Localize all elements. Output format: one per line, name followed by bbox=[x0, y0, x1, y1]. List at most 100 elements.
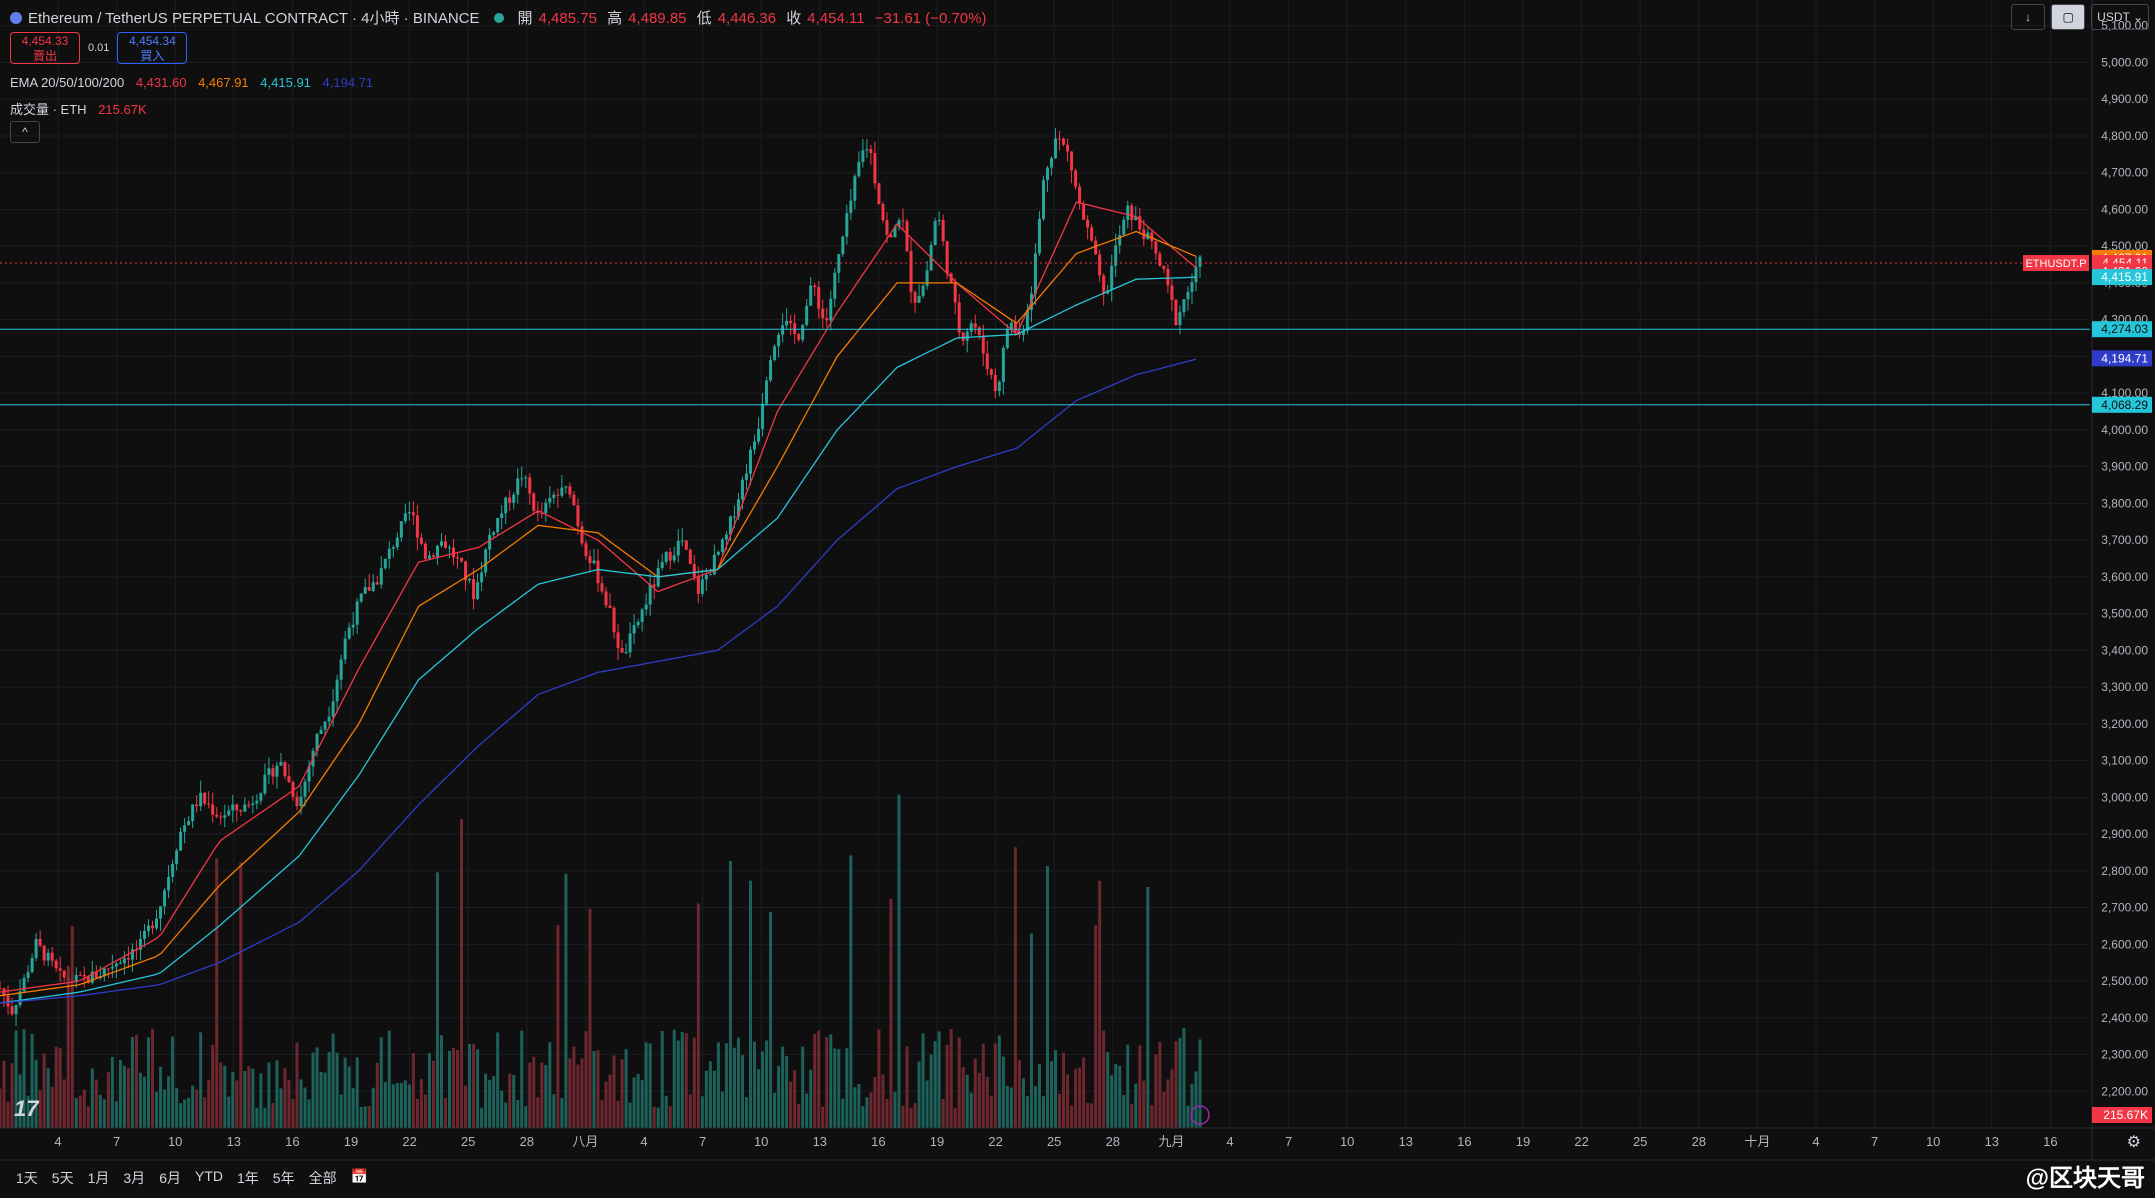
tf-1m[interactable]: 1月 bbox=[87, 1170, 110, 1186]
volume-legend[interactable]: 成交量 · ETH 215.67K bbox=[10, 102, 147, 117]
volume-bar bbox=[933, 1041, 937, 1128]
time-tick-label: 22 bbox=[988, 1134, 1002, 1149]
candle-body bbox=[211, 804, 215, 815]
sell-button[interactable]: 4,454.33 賣出 bbox=[10, 32, 80, 64]
candle-body bbox=[283, 762, 287, 777]
volume-bar bbox=[620, 1059, 624, 1128]
screenshot-icon[interactable]: ▢ bbox=[2051, 4, 2086, 30]
volume-bar bbox=[785, 1056, 789, 1128]
candle-body bbox=[740, 479, 744, 500]
volume-bar bbox=[203, 1097, 207, 1128]
candle-body bbox=[1045, 167, 1049, 181]
volume-bar bbox=[672, 1029, 676, 1128]
volume-bar bbox=[740, 1055, 744, 1128]
price-tag bbox=[2092, 269, 2152, 286]
arrow-down-icon[interactable]: ↓ bbox=[2011, 4, 2046, 30]
candle-body bbox=[917, 295, 921, 303]
volume-bar bbox=[323, 1072, 327, 1128]
candle-body bbox=[1194, 266, 1198, 283]
candle-body bbox=[628, 633, 632, 653]
tf-ytd[interactable]: YTD bbox=[194, 1168, 223, 1184]
volume-bar bbox=[973, 1058, 977, 1128]
candle-body bbox=[708, 574, 712, 576]
volume-bar bbox=[155, 1091, 159, 1128]
volume-bar bbox=[215, 858, 219, 1128]
volume-bar bbox=[299, 1079, 303, 1128]
volume-bar bbox=[187, 1097, 191, 1128]
volume-bar bbox=[58, 1048, 62, 1128]
symbol-tag bbox=[2023, 255, 2089, 272]
volume-bar bbox=[484, 1073, 488, 1128]
volume-bar bbox=[1178, 1038, 1182, 1128]
volume-bar bbox=[993, 1043, 997, 1128]
tf-1y[interactable]: 1年 bbox=[236, 1170, 259, 1186]
volume-bar bbox=[652, 1106, 656, 1128]
candle-body bbox=[564, 486, 568, 488]
tf-6m[interactable]: 6月 bbox=[159, 1170, 181, 1186]
tf-3m[interactable]: 3月 bbox=[123, 1170, 146, 1186]
symbol-title[interactable]: Ethereum / TetherUS PERPETUAL CONTRACT ·… bbox=[28, 10, 480, 27]
volume-bar bbox=[1186, 1105, 1190, 1128]
candle-body bbox=[126, 958, 130, 960]
volume-bar bbox=[118, 1059, 122, 1128]
volume-bar bbox=[753, 1041, 757, 1128]
tf-5y[interactable]: 5年 bbox=[272, 1170, 295, 1186]
candle-body bbox=[769, 359, 773, 381]
level-price-tag bbox=[2092, 321, 2152, 338]
time-tick-label: 4 bbox=[54, 1134, 61, 1149]
volume-bar bbox=[881, 1074, 885, 1128]
candle-body bbox=[391, 547, 395, 549]
volume-bar bbox=[576, 1064, 580, 1128]
volume-bar bbox=[829, 1034, 833, 1128]
time-tick-label: 19 bbox=[344, 1134, 358, 1149]
volume-bar bbox=[1142, 1080, 1146, 1128]
candle-body bbox=[335, 679, 339, 702]
candle-body bbox=[897, 220, 901, 227]
volume-bar bbox=[472, 1043, 476, 1128]
candle-body bbox=[255, 800, 259, 804]
volume-bar bbox=[624, 1049, 628, 1128]
volume-bar bbox=[54, 1046, 58, 1128]
candle-body bbox=[1190, 282, 1194, 292]
ema-legend[interactable]: EMA 20/50/100/200 4,431.60 4,467.91 4,41… bbox=[10, 75, 374, 90]
volume-bar bbox=[692, 1037, 696, 1128]
candle-body bbox=[199, 792, 203, 807]
candle-body bbox=[407, 512, 411, 514]
candle-body bbox=[1074, 170, 1078, 187]
volume-bar bbox=[46, 1068, 50, 1128]
candle-body bbox=[307, 766, 311, 782]
volume-bar bbox=[1106, 1052, 1110, 1128]
volume-bar bbox=[821, 1106, 825, 1128]
candle-body bbox=[431, 555, 435, 557]
candle-body bbox=[580, 526, 584, 544]
volume-bar bbox=[1126, 1044, 1130, 1128]
currency-select[interactable]: USDT ⌄ bbox=[2091, 4, 2149, 30]
candle-body bbox=[680, 540, 684, 542]
volume-bar bbox=[1150, 1105, 1154, 1128]
candle-body bbox=[1130, 205, 1134, 221]
price-axis bbox=[2092, 0, 2155, 1160]
candle-body bbox=[504, 497, 508, 514]
candle-body bbox=[536, 510, 540, 513]
candle-body bbox=[584, 543, 588, 557]
tf-5d[interactable]: 5天 bbox=[51, 1170, 74, 1186]
candle-body bbox=[636, 621, 640, 626]
volume-bar bbox=[18, 1074, 22, 1128]
volume-bar bbox=[600, 1099, 604, 1128]
candle-body bbox=[624, 652, 628, 654]
candle-body bbox=[925, 270, 929, 286]
volume-bar bbox=[504, 1102, 508, 1128]
tf-1d[interactable]: 1天 bbox=[16, 1170, 38, 1186]
candle-body bbox=[544, 502, 548, 514]
time-tick-label: 4 bbox=[640, 1134, 647, 1149]
ema50-line bbox=[0, 230, 1197, 997]
date-range-icon[interactable]: 📅 bbox=[350, 1168, 369, 1184]
buy-button[interactable]: 4,454.34 買入 bbox=[117, 32, 188, 64]
gear-icon[interactable]: ⚙ bbox=[2126, 1134, 2141, 1151]
collapse-legend-button[interactable]: ^ bbox=[10, 121, 40, 143]
volume-bar bbox=[1037, 1064, 1041, 1128]
tf-all[interactable]: 全部 bbox=[308, 1170, 337, 1186]
volume-bar bbox=[877, 1029, 881, 1128]
volume-bar bbox=[239, 862, 243, 1128]
